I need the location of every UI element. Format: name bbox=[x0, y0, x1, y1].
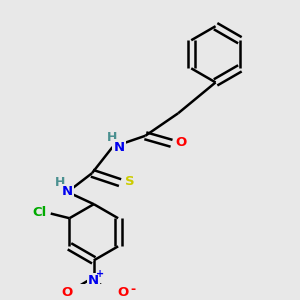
Text: N: N bbox=[62, 185, 73, 199]
Text: Cl: Cl bbox=[32, 206, 46, 219]
Text: N: N bbox=[88, 274, 99, 287]
Text: O: O bbox=[175, 136, 187, 149]
Text: +: + bbox=[96, 269, 104, 279]
Text: H: H bbox=[55, 176, 65, 189]
Text: O: O bbox=[117, 286, 128, 299]
Text: O: O bbox=[61, 286, 72, 299]
Text: S: S bbox=[124, 175, 134, 188]
Text: H: H bbox=[107, 131, 118, 144]
Text: N: N bbox=[113, 140, 125, 154]
Text: -: - bbox=[130, 283, 136, 296]
